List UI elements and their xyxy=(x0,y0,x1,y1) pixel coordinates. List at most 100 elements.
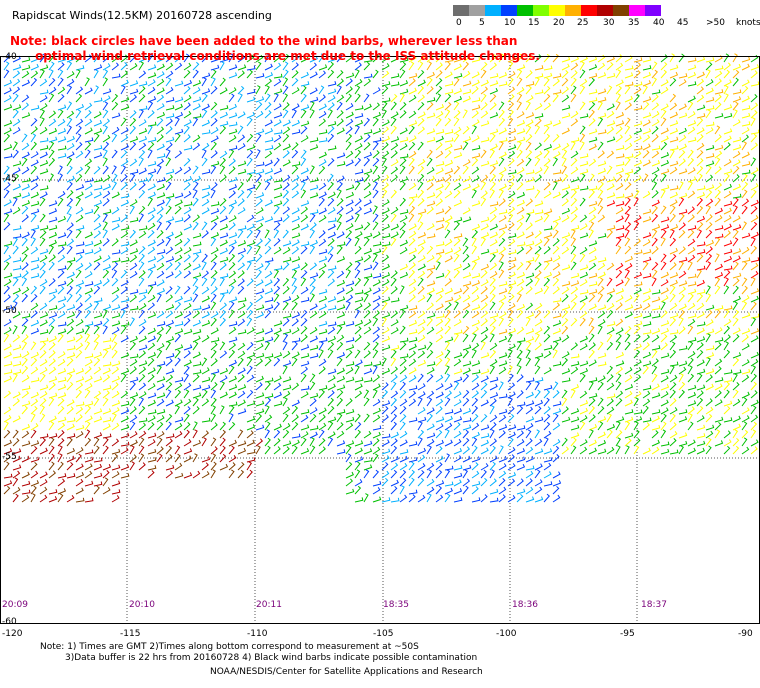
wind-barb xyxy=(282,119,291,127)
wind-barb xyxy=(678,53,685,63)
wind-barb xyxy=(84,333,91,343)
wind-barb xyxy=(165,136,175,143)
wind-barb xyxy=(336,430,345,439)
wind-barb xyxy=(75,342,84,351)
wind-barb xyxy=(498,109,505,119)
wind-barb xyxy=(696,127,705,135)
wind-barb xyxy=(471,382,480,391)
wind-barb xyxy=(282,390,291,399)
wind-barb xyxy=(183,102,191,111)
wind-barb xyxy=(291,149,299,159)
wind-barb xyxy=(417,350,426,359)
wind-barb xyxy=(390,366,399,375)
wind-barb xyxy=(480,61,488,71)
wind-barb xyxy=(102,269,110,279)
wind-barb xyxy=(138,344,148,351)
wind-barb xyxy=(507,238,516,247)
wind-barb xyxy=(3,104,13,111)
wind-barb xyxy=(750,167,759,175)
wind-barb xyxy=(651,94,659,103)
wind-barb xyxy=(606,85,613,95)
wind-barb xyxy=(327,95,336,103)
wind-barb xyxy=(138,149,146,159)
wind-barb xyxy=(111,349,118,359)
wind-barb xyxy=(363,457,373,463)
wind-barb xyxy=(111,249,121,255)
wind-barb xyxy=(174,431,183,439)
wind-barb xyxy=(39,95,48,103)
wind-barb xyxy=(543,208,553,215)
wind-barb xyxy=(570,286,579,295)
wind-barb xyxy=(345,445,352,455)
wind-barb xyxy=(12,237,18,247)
wind-barb xyxy=(723,142,731,151)
wind-barb xyxy=(381,157,387,167)
wind-barb xyxy=(12,141,18,151)
wind-barb xyxy=(48,470,57,479)
wind-barb xyxy=(93,341,99,351)
wind-barb xyxy=(102,183,111,191)
wind-barb xyxy=(93,64,103,71)
wind-barb xyxy=(696,165,704,175)
wind-barb xyxy=(741,415,750,423)
wind-barb xyxy=(480,86,489,95)
wind-barb xyxy=(453,479,462,487)
wind-barb xyxy=(300,120,310,127)
wind-barb xyxy=(705,57,715,63)
wind-barb xyxy=(3,69,10,79)
wind-barb xyxy=(57,422,66,431)
wind-barb xyxy=(102,361,112,367)
wind-barb xyxy=(471,470,480,479)
wind-barb xyxy=(309,245,316,255)
wind-barb xyxy=(750,199,759,207)
wind-barb xyxy=(561,94,570,103)
wind-barb xyxy=(174,206,182,215)
wind-barb xyxy=(408,262,416,271)
wind-barb xyxy=(174,349,181,359)
wind-barb xyxy=(489,277,496,287)
wind-barb xyxy=(273,62,282,71)
wind-barb xyxy=(624,102,633,111)
wind-barb xyxy=(669,224,679,231)
wind-barb xyxy=(651,102,660,111)
wind-barb xyxy=(300,189,307,199)
wind-barb xyxy=(633,343,642,351)
wind-barb xyxy=(48,261,55,271)
wind-barb xyxy=(579,160,589,167)
wind-barb xyxy=(39,168,49,175)
wind-barb xyxy=(750,183,759,191)
wind-barb xyxy=(570,70,578,79)
wind-barb xyxy=(183,158,191,167)
wind-barb xyxy=(660,407,669,415)
wind-barb xyxy=(120,390,129,399)
wind-barb xyxy=(732,215,741,223)
wind-barb xyxy=(273,285,281,295)
wind-barb xyxy=(192,87,201,95)
footer-credit: NOAA/NESDIS/Center for Satellite Applica… xyxy=(210,667,483,677)
wind-barb xyxy=(462,373,470,383)
wind-barb xyxy=(174,311,183,319)
wind-barb xyxy=(102,374,111,383)
wind-barb xyxy=(318,137,328,143)
wind-barb xyxy=(390,381,397,391)
wind-barb xyxy=(174,445,181,455)
wind-barb xyxy=(462,349,470,359)
wind-barb xyxy=(273,438,281,447)
wind-barb xyxy=(21,192,31,199)
wind-barb xyxy=(579,317,586,327)
wind-barb xyxy=(30,141,38,151)
wind-barb xyxy=(318,422,327,431)
wind-barb xyxy=(534,381,540,391)
wind-barb xyxy=(12,477,19,487)
wind-barb xyxy=(147,101,154,111)
wind-barb xyxy=(66,357,74,367)
wind-barb xyxy=(750,270,759,279)
wind-barb xyxy=(246,256,256,263)
wind-barb xyxy=(579,367,589,375)
wind-barb xyxy=(291,70,299,79)
wind-barb xyxy=(660,152,670,159)
wind-barb xyxy=(327,349,334,359)
wind-barb xyxy=(219,239,228,247)
wind-barb xyxy=(372,117,379,127)
wind-barb xyxy=(21,157,28,167)
